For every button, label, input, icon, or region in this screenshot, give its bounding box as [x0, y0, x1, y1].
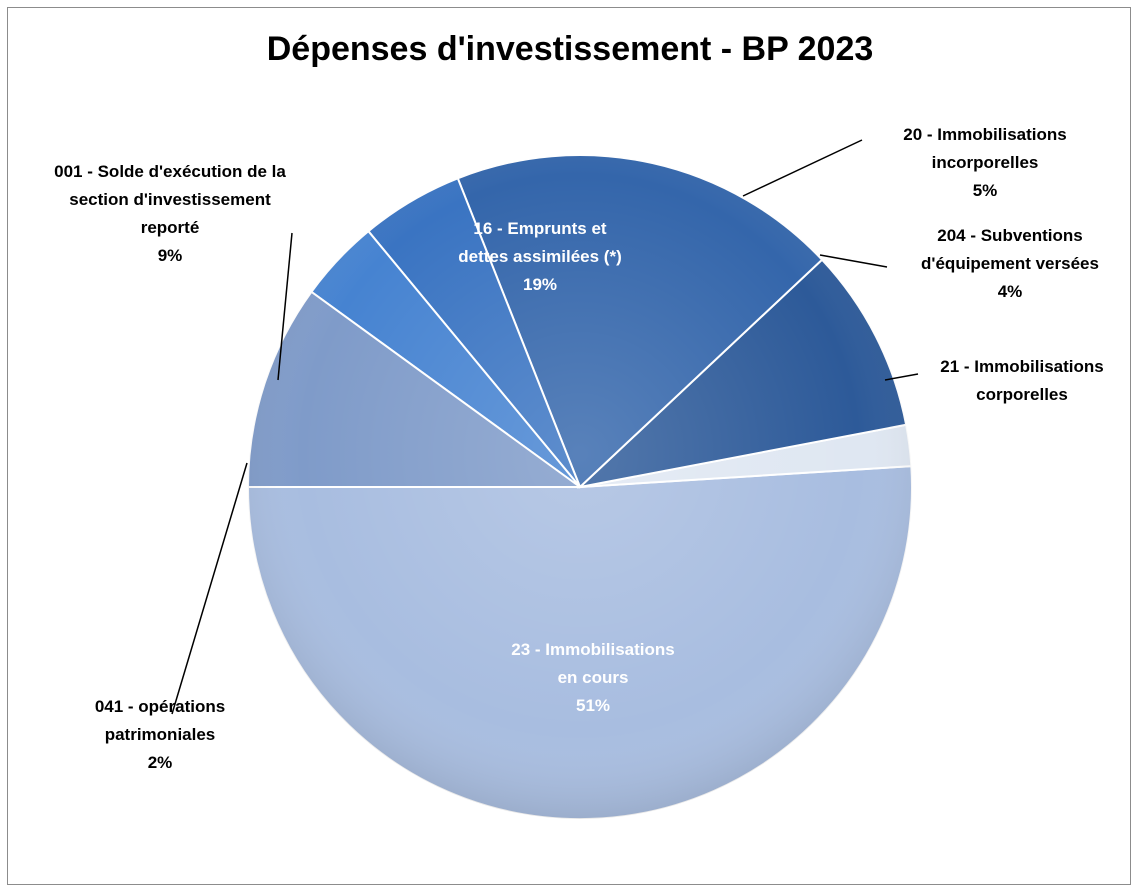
slice-label: 20 - Immobilisations incorporelles 5% — [903, 125, 1066, 200]
slice-label-line: 20 - Immobilisations — [903, 125, 1066, 144]
slice-label-line: 4% — [998, 282, 1023, 301]
leader-line — [819, 254, 888, 268]
slice-label: 23 - Immobilisations en cours 51% — [511, 640, 674, 715]
slice-label-line: patrimoniales — [105, 725, 216, 744]
slice-label-line: dettes assimilées (*) — [458, 247, 621, 266]
leader-line — [277, 232, 293, 381]
slice-label-line: en cours — [558, 668, 629, 687]
slice-label: 204 - Subventions d'équipement versées 4% — [921, 226, 1099, 301]
slice-label: 21 - Immobilisations corporelles — [940, 357, 1103, 404]
slice-label-line: 2% — [148, 753, 173, 772]
slice-label-line: 16 - Emprunts et — [473, 219, 607, 238]
slice-label-line: 001 - Solde d'exécution de la — [54, 162, 286, 181]
slice-label-line: 204 - Subventions — [937, 226, 1082, 245]
slice-label: 16 - Emprunts et dettes assimilées (*) 19% — [458, 219, 621, 294]
slice-label-line: 19% — [523, 275, 557, 294]
slice-label-line: 21 - Immobilisations — [940, 357, 1103, 376]
slice-label-line: d'équipement versées — [921, 254, 1099, 273]
slice-label-line: 041 - opérations — [95, 697, 225, 716]
chart-title: Dépenses d'investissement - BP 2023 — [266, 30, 874, 68]
slice-label-line: reporté — [141, 218, 200, 237]
slice-label-line: section d'investissement — [69, 190, 271, 209]
slice-label-line: 23 - Immobilisations — [511, 640, 674, 659]
leader-line — [884, 373, 919, 381]
leader-line — [742, 139, 863, 197]
slice-label-line: 9% — [158, 246, 183, 265]
slice-label: 041 - opérations patrimoniales 2% — [95, 697, 225, 772]
slice-label: 001 - Solde d'exécution de la section d'i… — [54, 162, 286, 265]
slice-label-line: corporelles — [976, 385, 1068, 404]
slice-label-line: incorporelles — [932, 153, 1039, 172]
leader-line — [171, 462, 248, 715]
slice-label-line: 5% — [973, 181, 998, 200]
slice-label-line: 51% — [576, 696, 610, 715]
